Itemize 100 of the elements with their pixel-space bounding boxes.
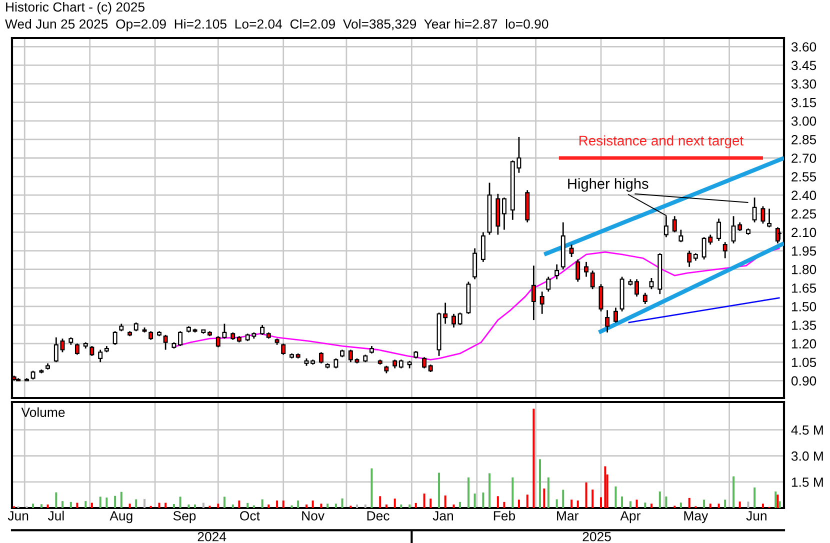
- bar: [276, 500, 278, 508]
- candlestick: [260, 324, 265, 336]
- bar: [70, 502, 72, 508]
- bar: [379, 496, 382, 508]
- candlestick: [112, 330, 118, 346]
- bar: [614, 486, 617, 508]
- bar: [32, 504, 34, 508]
- bar: [658, 491, 661, 508]
- y-tick-label: 0.90: [791, 376, 816, 386]
- bar: [55, 492, 58, 508]
- bar: [459, 502, 462, 508]
- bar: [164, 502, 167, 508]
- candlestick: [334, 358, 338, 370]
- candlestick: [480, 232, 486, 263]
- bar: [40, 504, 42, 508]
- y-tick-label: 2.25: [792, 209, 816, 219]
- candlestick: [605, 309, 610, 334]
- y-tick-label: 1.80: [792, 264, 816, 274]
- bar: [341, 498, 344, 508]
- x-tick-label: Nov: [302, 511, 324, 520]
- y-tick-label: 3.00: [791, 116, 816, 126]
- y-tick-label: 4.5 M: [791, 426, 823, 435]
- bar: [320, 504, 322, 508]
- x-tick-label: May: [684, 511, 708, 524]
- bar: [644, 502, 646, 508]
- x-tick-label: Jan: [432, 511, 454, 520]
- bar: [114, 496, 116, 508]
- x-tick-label: Feb: [494, 510, 516, 520]
- x-tick-label: Jun: [8, 511, 28, 520]
- candlestick: [422, 356, 427, 370]
- candlestick: [458, 312, 462, 326]
- chart-subtitle: Wed Jun 25 2025 Op=2.09 Hi=2.105 Lo=2.04 Cl=2.09 Vol=385,329 Year hi=2.87 lo=0.90: [5, 19, 548, 32]
- bar: [532, 408, 535, 508]
- bar: [120, 492, 122, 508]
- bar: [414, 502, 417, 508]
- bar: [179, 496, 182, 508]
- bar: [76, 502, 78, 508]
- candlestick: [318, 352, 324, 364]
- bar: [680, 502, 682, 508]
- candlestick: [634, 278, 639, 298]
- bar: [61, 501, 64, 508]
- candlestick: [576, 258, 580, 282]
- y-tick-label: 3.60: [791, 42, 816, 52]
- candlestick: [613, 306, 618, 324]
- bar: [604, 466, 606, 508]
- candlestick: [649, 277, 654, 290]
- x-tick-label: Oct: [240, 511, 260, 520]
- y-tick-label: 3.45: [791, 60, 816, 70]
- candlestick: [722, 241, 728, 259]
- bar: [776, 494, 779, 508]
- bar: [290, 505, 293, 508]
- bar: [452, 504, 455, 508]
- y-tick-label: 2.40: [792, 190, 816, 200]
- x-tick-label: Dec: [367, 511, 390, 520]
- bar: [724, 500, 726, 508]
- bar: [438, 472, 440, 508]
- bar: [774, 491, 777, 508]
- bar: [665, 496, 668, 508]
- y-tick-label: 2.85: [792, 135, 816, 144]
- bar: [543, 488, 546, 508]
- y-tick-label: 1.95: [792, 246, 816, 256]
- bar: [430, 498, 432, 508]
- bar: [326, 504, 329, 508]
- bar: [46, 504, 49, 508]
- bar: [128, 504, 131, 508]
- bar: [629, 501, 632, 508]
- bar: [467, 477, 470, 508]
- bar: [688, 498, 690, 508]
- y-tick-label: 1.05: [792, 358, 816, 368]
- candlestick: [90, 345, 94, 357]
- candlestick: [590, 270, 595, 290]
- bar: [106, 498, 108, 508]
- bar: [370, 468, 373, 508]
- bar: [261, 499, 264, 508]
- bar: [84, 501, 87, 508]
- bar: [444, 495, 446, 508]
- bar: [518, 500, 520, 508]
- bar: [738, 502, 741, 508]
- x-tick-label: Jul: [48, 510, 64, 520]
- candlestick: [546, 276, 551, 292]
- candlestick: [502, 196, 506, 230]
- annotation: Higher highs: [568, 178, 648, 192]
- y-tick-label: 3.0 M: [791, 451, 823, 461]
- y-tick-label: 3.15: [791, 98, 816, 108]
- y-tick-label: 2.10: [792, 228, 816, 238]
- bar: [364, 504, 366, 508]
- bar: [135, 499, 138, 508]
- y-tick-label: 1.50: [792, 302, 816, 312]
- y-tick-label: 1.20: [792, 339, 816, 348]
- x-tick-label: Mar: [557, 511, 578, 520]
- y-tick-label: 1.35: [792, 320, 816, 330]
- bar: [488, 473, 491, 508]
- candlestick: [74, 342, 80, 356]
- x2-tick-label: 2025: [582, 532, 611, 542]
- candlestick: [163, 334, 168, 350]
- candlestick: [767, 208, 772, 228]
- candlestick: [531, 264, 536, 321]
- bar: [762, 504, 764, 508]
- x-tick-label: Sep: [173, 511, 196, 524]
- bar: [754, 487, 756, 508]
